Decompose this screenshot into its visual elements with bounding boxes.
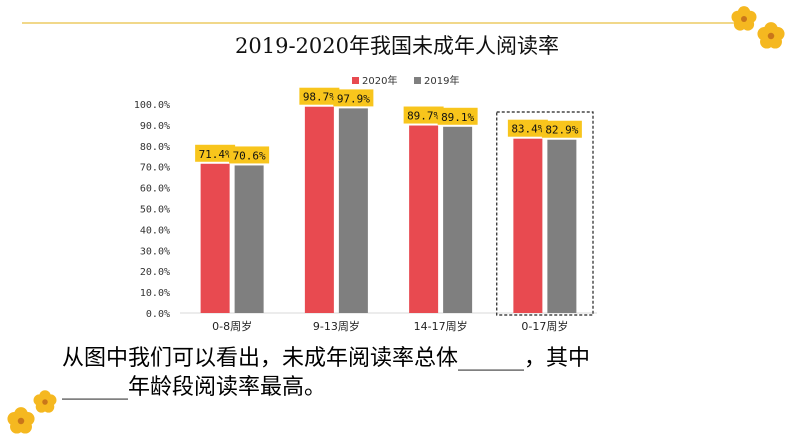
bar-chart: 2020年 2019年 0.0% 10.0% 20.0% 30.0% 40.0% 50.0% 6… <box>134 74 597 333</box>
page-title: 2019-2020年我国未成年人阅读率 <box>235 34 559 58</box>
flower-icon <box>731 6 757 31</box>
bar-2019 <box>234 165 264 313</box>
y-tick-label: 90.0% <box>140 121 170 132</box>
data-label: 70.6% <box>233 149 266 162</box>
y-tick-label: 80.0% <box>140 142 170 153</box>
data-label-bg <box>403 106 444 124</box>
y-tick-label: 50.0% <box>140 205 170 216</box>
y-tick-label: 10.0% <box>140 288 170 299</box>
y-tick-label: 0.0% <box>146 309 170 320</box>
flower-icon <box>757 22 785 49</box>
x-tick-label: 0-17周岁 <box>521 319 568 333</box>
y-tick-label: 30.0% <box>140 246 170 257</box>
data-label: 82.9% <box>545 124 578 137</box>
y-tick-label: 20.0% <box>140 267 170 278</box>
flower-center <box>767 32 775 40</box>
x-tick-label: 14-17周岁 <box>414 319 468 333</box>
y-tick-label: 100.0% <box>134 100 170 111</box>
data-label-bg <box>299 87 340 105</box>
bar-2020 <box>304 106 334 313</box>
legend-label-2: 2019年 <box>424 74 459 87</box>
flower-decoration-top-right <box>731 6 785 49</box>
bar-2020 <box>200 163 230 313</box>
flower-petal <box>7 412 21 426</box>
data-label-bg <box>229 146 270 164</box>
top-rule <box>22 22 736 24</box>
data-label: 71.4% <box>199 148 232 161</box>
data-label: 98.7% <box>303 91 336 104</box>
flower-icon <box>33 390 57 413</box>
data-label: 83.4% <box>511 123 544 136</box>
flower-petal <box>33 394 45 406</box>
y-tick-label: 70.0% <box>140 163 170 174</box>
x-tick-label: 0-8周岁 <box>212 319 252 333</box>
bar-2020 <box>409 125 439 313</box>
x-tick-label: 9-13周岁 <box>313 319 360 333</box>
data-label-bg <box>195 144 236 162</box>
flower-center <box>17 417 25 425</box>
question-text: 从图中我们可以看出，未成年阅读率总体______，其中 ______年龄段阅读率… <box>62 344 742 402</box>
legend-swatch-1 <box>352 77 359 84</box>
flower-decoration-bottom-left <box>7 390 57 434</box>
data-label-bg <box>541 120 582 138</box>
y-tick-label: 60.0% <box>140 184 170 195</box>
flower-icon <box>7 407 35 434</box>
legend-swatch-2 <box>414 77 421 84</box>
question-line-1: 从图中我们可以看出，未成年阅读率总体______，其中 <box>62 346 591 371</box>
data-label-bg <box>507 119 548 137</box>
data-label-bg <box>333 89 374 107</box>
question-line-2: ______年龄段阅读率最高。 <box>62 375 327 400</box>
data-label-bg <box>437 107 478 125</box>
flower-petal <box>731 10 744 24</box>
bar-2020 <box>513 138 543 313</box>
bar-2019 <box>338 108 368 313</box>
y-tick-label: 40.0% <box>140 225 170 236</box>
flower-center <box>42 399 48 405</box>
data-label: 89.1% <box>441 111 474 124</box>
highlight-box <box>496 111 594 316</box>
data-label: 97.9% <box>337 92 370 105</box>
bar-2019 <box>443 126 473 313</box>
legend-label-1: 2020年 <box>362 74 397 87</box>
flower-center <box>741 16 747 22</box>
flower-petal <box>757 27 771 41</box>
bar-2019 <box>547 139 577 313</box>
data-label: 89.7% <box>407 110 440 123</box>
